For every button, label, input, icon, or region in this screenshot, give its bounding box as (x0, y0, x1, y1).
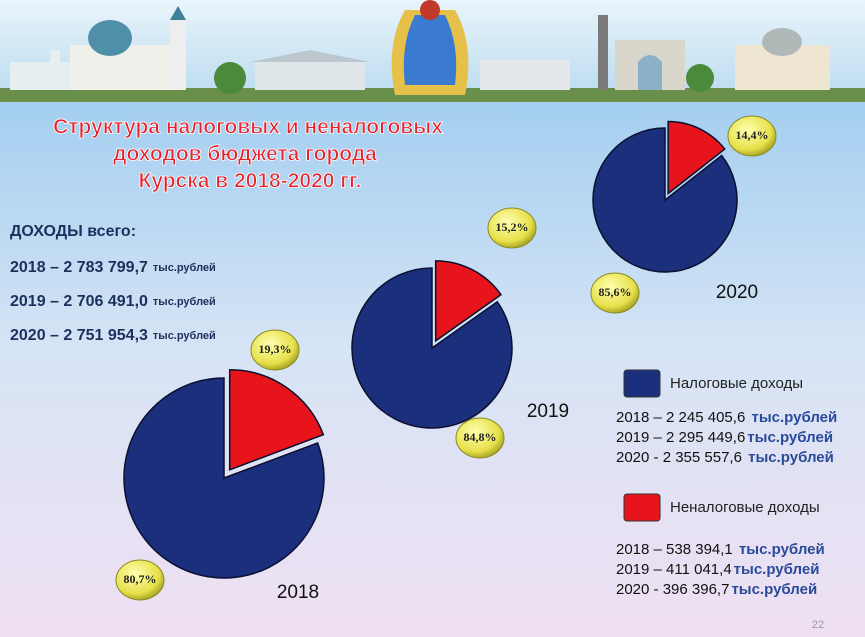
total-line: 2019 – 2 706 491,0 тыс.рублей (10, 293, 216, 310)
legend-swatch (624, 494, 660, 521)
banner (0, 0, 865, 102)
pie-year: 2018 (277, 582, 319, 603)
value-label: 14,4% (736, 128, 769, 142)
total-amount: 2018 – 2 783 799,7 (10, 259, 148, 276)
amount: 2020 - 2 355 557,6 (616, 449, 746, 466)
amount-unit: тыс.рублей (731, 581, 817, 598)
total-unit: тыс.рублей (153, 330, 216, 342)
amount-unit: тыс.рублей (734, 561, 820, 578)
total-unit: тыс.рублей (153, 262, 216, 274)
value-label: 85,6% (599, 285, 632, 299)
amount: 2018 – 2 245 405,6 (616, 409, 749, 426)
total-line: 2020 – 2 751 954,3 тыс.рублей (10, 327, 216, 344)
title-line: Курска в 2018-2020 гг. (139, 170, 362, 193)
total-amount: 2019 – 2 706 491,0 (10, 293, 148, 310)
amount-line: 2018 – 538 394,1 тыс.рублей (616, 541, 825, 558)
amount-unit: тыс.рублей (739, 541, 825, 558)
value-label: 80,7% (124, 572, 157, 586)
legend-label: Налоговые доходы (670, 375, 803, 392)
amount-unit: тыс.рублей (751, 409, 837, 426)
amount-line: 2018 – 2 245 405,6 тыс.рублей (616, 409, 837, 426)
amount: 2020 - 396 396,7 (616, 581, 729, 598)
amount: 2019 – 411 041,4 (616, 561, 732, 578)
legend-label: Неналоговые доходы (670, 499, 820, 516)
total-unit: тыс.рублей (153, 296, 216, 308)
title-line: Структура налоговых и неналоговых (53, 116, 443, 139)
total-line: 2018 – 2 783 799,7 тыс.рублей (10, 259, 216, 276)
slide: Структура налоговых и неналоговых доходов… (0, 0, 865, 637)
page-number: 22 (812, 619, 824, 631)
amount-unit: тыс.рублей (747, 429, 833, 446)
legend-swatch (624, 370, 660, 397)
value-label: 19,3% (259, 342, 292, 356)
value-label: 84,8% (464, 430, 497, 444)
pie-year: 2020 (716, 282, 758, 303)
amount: 2018 – 538 394,1 (616, 541, 737, 558)
totals-heading: ДОХОДЫ всего: (10, 223, 136, 240)
amount: 2019 – 2 295 449,6 (616, 429, 745, 446)
title-line: доходов бюджета города (113, 143, 377, 166)
total-amount: 2020 – 2 751 954,3 (10, 327, 148, 344)
amount-unit: тыс.рублей (748, 449, 834, 466)
value-label: 15,2% (496, 220, 529, 234)
amount-line: 2020 - 2 355 557,6 тыс.рублей (616, 449, 834, 466)
pie-year: 2019 (527, 401, 569, 422)
